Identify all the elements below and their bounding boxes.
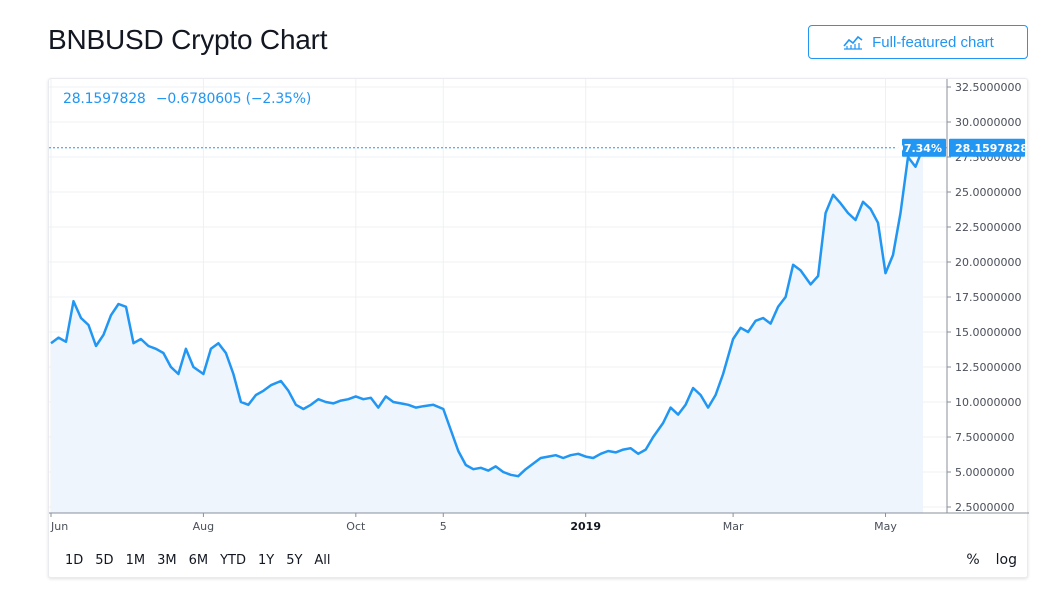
- y-tick-label: 5.0000000: [955, 466, 1015, 479]
- page-title: BNBUSD Crypto Chart: [48, 24, 328, 55]
- y-tick-label: 17.5000000: [955, 291, 1021, 304]
- price-tag-box: [949, 138, 1025, 157]
- y-tick-label: 25.0000000: [955, 186, 1021, 199]
- range-button-5y[interactable]: 5Y: [286, 552, 303, 568]
- y-tick-label: 15.0000000: [955, 326, 1021, 339]
- y-tick-label: 12.5000000: [955, 361, 1021, 374]
- x-tick-label: Mar: [723, 520, 744, 533]
- x-tick-label: 2019: [570, 520, 601, 533]
- y-tick-label: 22.5000000: [955, 221, 1021, 234]
- y-tick-label: 30.0000000: [955, 116, 1021, 129]
- price-tag-text: 28.1597828: [955, 142, 1028, 155]
- time-axis: Jun Aug Oct 5 2019 Mar May: [50, 513, 897, 533]
- y-tick-label: 2.5000000: [955, 501, 1015, 514]
- percent-tag-text: 97.34%: [896, 142, 942, 155]
- x-tick-label: Aug: [193, 520, 214, 533]
- range-button-all[interactable]: All: [314, 552, 331, 568]
- chart-container[interactable]: 32.5000000 30.0000000 27.5000000 25.0000000…: [48, 78, 1029, 579]
- price-series-line: [50, 147, 925, 478]
- range-button-3m[interactable]: 3M: [157, 552, 177, 568]
- scale-buttons: % log: [960, 548, 1023, 572]
- range-button-6m[interactable]: 6M: [188, 552, 209, 568]
- legend-change: −0.6780605 (−2.35%): [155, 91, 312, 107]
- range-buttons: 1D 5D 1M 3M 6M YTD 1Y 5Y All: [59, 549, 337, 572]
- y-tick-label: 20.0000000: [955, 256, 1021, 269]
- chart-line-icon: [843, 35, 863, 50]
- y-tick-label: 7.5000000: [955, 431, 1015, 444]
- x-tick-label: May: [874, 520, 897, 533]
- price-chart[interactable]: 32.500000030.000000027.500000025.0000000…: [49, 79, 1029, 541]
- price-tag: 97.34% 28.1597828: [896, 138, 1028, 157]
- range-button-1m[interactable]: 1M: [125, 552, 146, 568]
- chart-legend: 28.1597828 −0.6780605 (−2.35%): [63, 91, 317, 107]
- full-featured-chart-label: Full-featured chart: [872, 33, 994, 51]
- y-tick-label: 32.5000000: [955, 81, 1021, 94]
- percent-tag-box: [902, 138, 946, 157]
- percent-scale-button[interactable]: %: [966, 552, 980, 568]
- range-button-1d[interactable]: 1D: [65, 552, 84, 568]
- y-tick-label: 10.0000000: [955, 396, 1021, 409]
- range-toolbar: 1D 5D 1M 3M 6M YTD 1Y 5Y All % log: [49, 541, 1029, 579]
- x-tick-label: Oct: [346, 520, 366, 533]
- range-button-1y[interactable]: 1Y: [257, 552, 275, 568]
- price-axis: 32.500000030.000000027.500000025.0000000…: [947, 81, 1021, 514]
- price-area-fill: [51, 147, 923, 514]
- legend-price: 28.1597828: [63, 91, 146, 107]
- x-tick-label: Jun: [50, 520, 68, 533]
- range-button-ytd[interactable]: YTD: [220, 552, 246, 568]
- x-tick-label: 5: [440, 520, 447, 533]
- range-button-5d[interactable]: 5D: [95, 552, 114, 568]
- full-featured-chart-button[interactable]: Full-featured chart: [808, 25, 1028, 59]
- log-scale-button[interactable]: log: [995, 552, 1017, 568]
